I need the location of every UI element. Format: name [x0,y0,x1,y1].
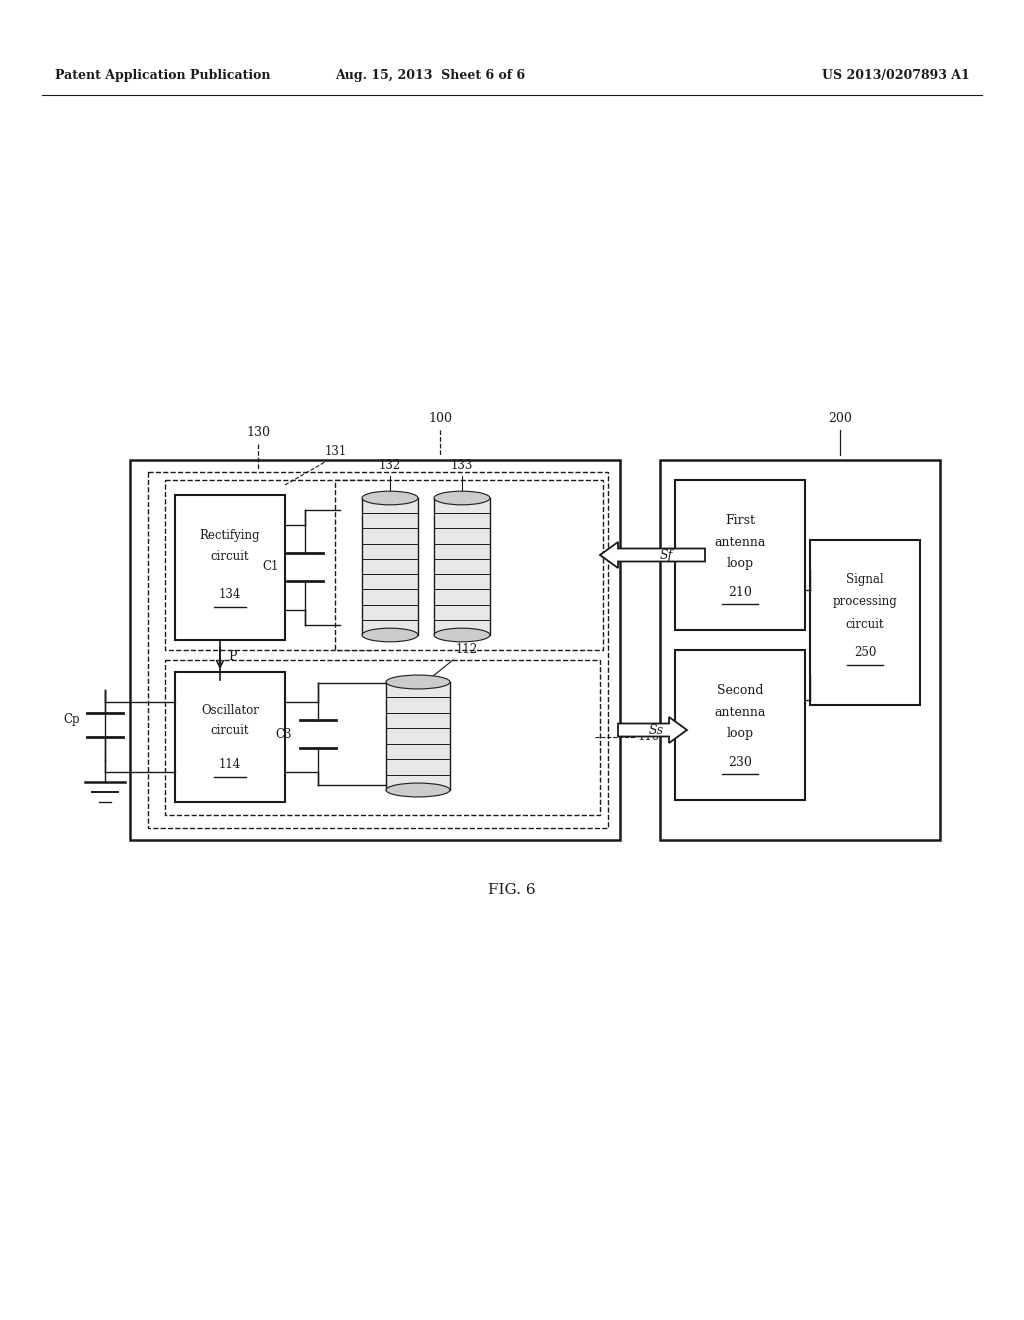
Text: circuit: circuit [846,618,885,631]
Text: loop: loop [726,557,754,570]
Text: 100: 100 [428,412,452,425]
Bar [165,480,375,649]
Text: 133: 133 [451,459,473,473]
Text: First: First [725,513,755,527]
Bar [130,459,620,840]
Text: US 2013/0207893 A1: US 2013/0207893 A1 [822,69,970,82]
Text: Cp: Cp [63,714,80,726]
Text: 250: 250 [854,645,877,659]
Text: P: P [228,649,237,663]
FancyArrow shape [618,717,687,743]
Text: Aug. 15, 2013  Sheet 6 of 6: Aug. 15, 2013 Sheet 6 of 6 [335,69,525,82]
Text: 131: 131 [325,445,347,458]
Text: C3: C3 [275,727,292,741]
Text: Signal: Signal [846,573,884,586]
FancyArrow shape [600,543,705,568]
Text: 200: 200 [828,412,852,425]
Text: 132: 132 [379,459,401,473]
Text: processing: processing [833,595,897,609]
Text: 114: 114 [219,758,241,771]
Bar [175,495,285,640]
Ellipse shape [362,628,418,642]
Bar [434,498,490,635]
Bar [660,459,940,840]
Text: 230: 230 [728,755,752,768]
Ellipse shape [386,783,450,797]
Ellipse shape [434,491,490,504]
Text: 134: 134 [219,589,242,602]
Text: circuit: circuit [211,723,249,737]
Bar [335,480,603,649]
Text: loop: loop [726,727,754,741]
Text: C1: C1 [262,561,279,573]
Bar [675,480,805,630]
Ellipse shape [386,675,450,689]
Text: Rectifying: Rectifying [200,528,260,541]
Bar [165,660,600,814]
Ellipse shape [434,628,490,642]
Ellipse shape [362,491,418,504]
Bar [675,649,805,800]
Bar [810,540,920,705]
Bar [148,473,608,828]
Text: Ss: Ss [648,723,664,737]
Bar [362,498,418,635]
Text: antenna: antenna [715,536,766,549]
Text: 210: 210 [728,586,752,598]
Text: 112: 112 [456,643,478,656]
Text: Patent Application Publication: Patent Application Publication [55,69,270,82]
Text: 130: 130 [246,426,270,440]
Bar [386,682,450,789]
Text: FIG. 6: FIG. 6 [488,883,536,898]
Text: antenna: antenna [715,705,766,718]
Text: Sf: Sf [659,549,673,561]
Text: Second: Second [717,684,763,697]
Text: Oscillator: Oscillator [201,704,259,717]
Bar [175,672,285,803]
Text: circuit: circuit [211,550,249,564]
Text: 110: 110 [638,730,660,743]
